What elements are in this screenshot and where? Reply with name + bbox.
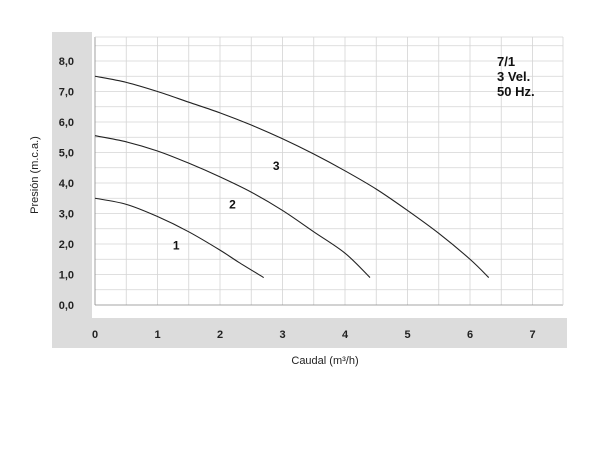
x-tick-label: 1 <box>154 329 160 341</box>
annotation-line: 3 Vel. <box>497 69 530 84</box>
y-tick-label: 1,0 <box>59 270 74 282</box>
y-tick-label: 5,0 <box>59 148 74 160</box>
y-tick-label: 8,0 <box>59 56 74 68</box>
curve-labels: 1 2 3 <box>173 159 280 252</box>
curve-label-2: 2 <box>229 197 236 211</box>
curve-3 <box>94 75 490 278</box>
curves <box>94 75 490 279</box>
x-axis-label: Caudal (m³/h) <box>291 355 358 367</box>
annotation-line: 50 Hz. <box>497 84 535 99</box>
y-tick-labels: 0,0 1,0 2,0 3,0 4,0 5,0 6,0 7,0 8,0 <box>59 56 74 312</box>
plot-area <box>92 32 567 318</box>
grid <box>94 36 564 306</box>
x-tick-label: 4 <box>342 329 349 341</box>
y-tick-label: 6,0 <box>59 117 74 129</box>
x-tick-label: 3 <box>279 329 285 341</box>
x-tick-labels: 0 1 2 3 4 5 6 7 <box>92 329 536 341</box>
x-tick-label: 7 <box>529 329 535 341</box>
x-tick-label: 2 <box>217 329 223 341</box>
x-tick-label: 0 <box>92 329 98 341</box>
y-tick-label: 4,0 <box>59 178 74 190</box>
curve-2 <box>94 135 371 278</box>
annotation-line: 7/1 <box>497 54 515 69</box>
curve-label-3: 3 <box>273 159 280 173</box>
curve-1 <box>94 197 265 279</box>
y-tick-label: 3,0 <box>59 209 74 221</box>
y-axis-label: Presión (m.c.a.) <box>29 136 41 214</box>
model-annotation: 7/13 Vel.50 Hz. <box>497 54 535 99</box>
x-tick-label: 5 <box>404 329 410 341</box>
x-tick-label: 6 <box>467 329 473 341</box>
curve-label-1: 1 <box>173 239 180 253</box>
y-tick-label: 7,0 <box>59 87 74 99</box>
y-tick-label: 0,0 <box>59 300 74 312</box>
y-tick-label: 2,0 <box>59 239 74 251</box>
